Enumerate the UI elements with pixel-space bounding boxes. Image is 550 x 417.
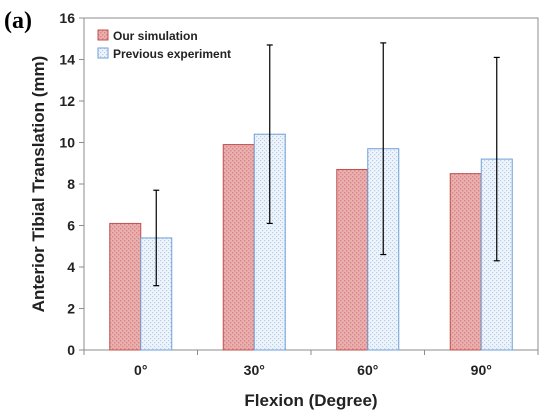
bar-our-simulation bbox=[449, 173, 482, 351]
y-tick-label: 16 bbox=[59, 10, 75, 26]
x-axis-title: Flexion (Degree) bbox=[244, 391, 377, 410]
bar-our-simulation bbox=[109, 222, 142, 351]
legend-label: Previous experiment bbox=[113, 47, 231, 61]
y-tick-label: 8 bbox=[67, 176, 75, 192]
y-tick-label: 2 bbox=[67, 301, 75, 317]
x-tick-label: 60° bbox=[357, 362, 378, 378]
y-tick-label: 14 bbox=[59, 52, 75, 68]
y-axis-title: Anterior Tibial Translation (mm) bbox=[29, 56, 48, 313]
legend-swatch bbox=[97, 29, 109, 41]
y-tick-label: 6 bbox=[67, 218, 75, 234]
y-tick-label: 10 bbox=[59, 135, 75, 151]
bar-our-simulation bbox=[222, 144, 255, 351]
legend-label: Our simulation bbox=[113, 29, 198, 43]
x-tick-label: 90° bbox=[471, 362, 492, 378]
y-tick-label: 0 bbox=[67, 342, 75, 358]
bar-our-simulation bbox=[336, 168, 369, 351]
x-tick-label: 0° bbox=[134, 362, 147, 378]
panel-label: (a) bbox=[4, 8, 32, 34]
legend-swatch bbox=[97, 47, 109, 59]
x-tick-label: 30° bbox=[244, 362, 265, 378]
y-tick-label: 4 bbox=[67, 259, 75, 275]
y-tick-label: 12 bbox=[59, 93, 75, 109]
